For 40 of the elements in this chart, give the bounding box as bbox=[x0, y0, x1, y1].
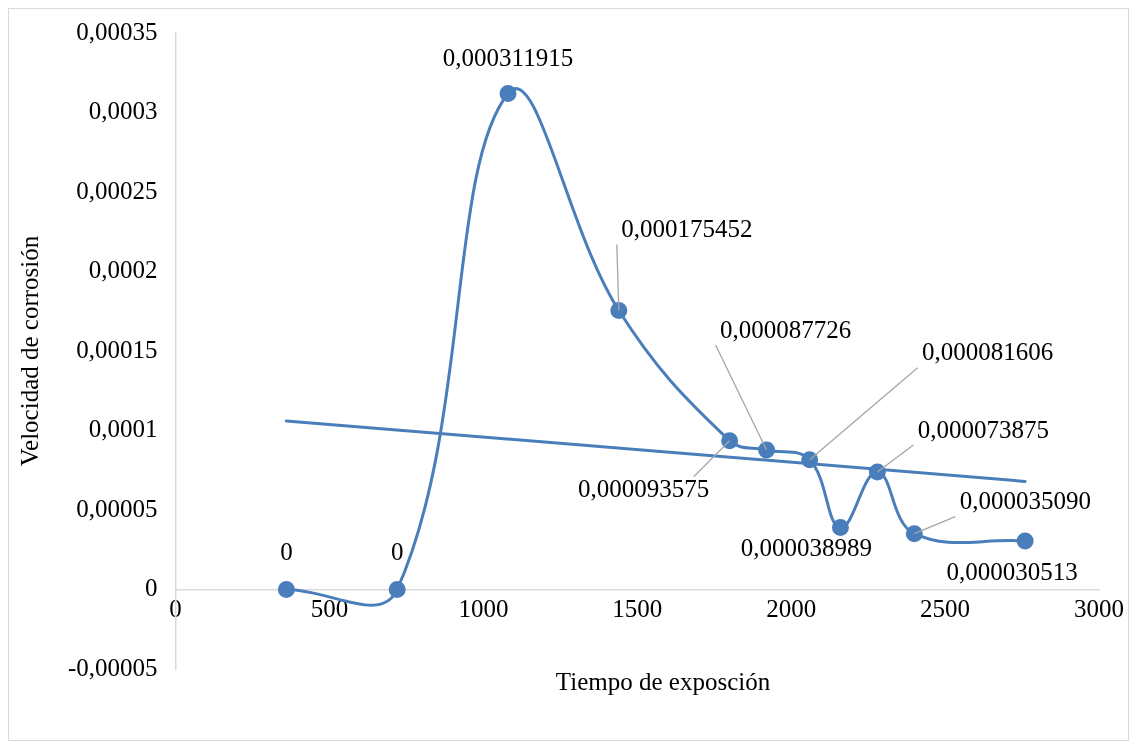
point bbox=[277, 581, 295, 598]
x-tick-label: 500 bbox=[310, 595, 349, 623]
y-tick-label: 0,0002 bbox=[88, 256, 158, 284]
data-label: 0,000038989 bbox=[740, 534, 873, 562]
data-label: 0,000087726 bbox=[719, 315, 852, 343]
point bbox=[388, 581, 406, 598]
data-label: 0,000073875 bbox=[917, 415, 1049, 443]
y-tick-label: 0,00005 bbox=[76, 494, 158, 522]
point bbox=[1016, 532, 1034, 550]
x-axis-title: Tiempo de exposción bbox=[554, 668, 772, 696]
x-tick-label: 2500 bbox=[920, 595, 971, 623]
point bbox=[499, 85, 517, 103]
point bbox=[831, 519, 849, 537]
data-label: 0,000081606 bbox=[922, 338, 1054, 366]
x-tick-label: 2000 bbox=[766, 595, 817, 623]
point bbox=[721, 432, 739, 450]
x-tick-label: 1500 bbox=[612, 595, 663, 623]
y-tick-label: 0 bbox=[145, 574, 158, 602]
data-label: 0,000093575 bbox=[578, 475, 710, 503]
x-tick-label: 1000 bbox=[458, 595, 509, 623]
y-tick-label: 0,00035 bbox=[76, 17, 158, 45]
y-tick-label: 0,0003 bbox=[88, 97, 158, 125]
y-tick-label: -0,00005 bbox=[68, 653, 158, 681]
data-label: 0 bbox=[390, 538, 404, 566]
point bbox=[868, 463, 886, 481]
data-label: 0,000030513 bbox=[946, 557, 1078, 585]
y-tick-label: 0,00025 bbox=[76, 176, 158, 204]
point bbox=[801, 451, 819, 469]
data-label: 0 bbox=[280, 538, 293, 566]
point bbox=[610, 302, 628, 320]
y-tick-label: 0,00015 bbox=[76, 335, 158, 363]
y-axis-title: Velocidad de corrosión bbox=[15, 235, 43, 467]
data-label: 0,000175452 bbox=[621, 215, 753, 243]
x-tick-label: 3000 bbox=[1074, 595, 1124, 623]
x-tick-label: 0 bbox=[169, 595, 182, 623]
point bbox=[905, 525, 923, 543]
data-label: 0,000035090 bbox=[959, 487, 1091, 515]
data-label: 0,000311915 bbox=[442, 44, 574, 72]
point bbox=[758, 441, 776, 459]
y-tick-label: 0,0001 bbox=[88, 415, 158, 443]
